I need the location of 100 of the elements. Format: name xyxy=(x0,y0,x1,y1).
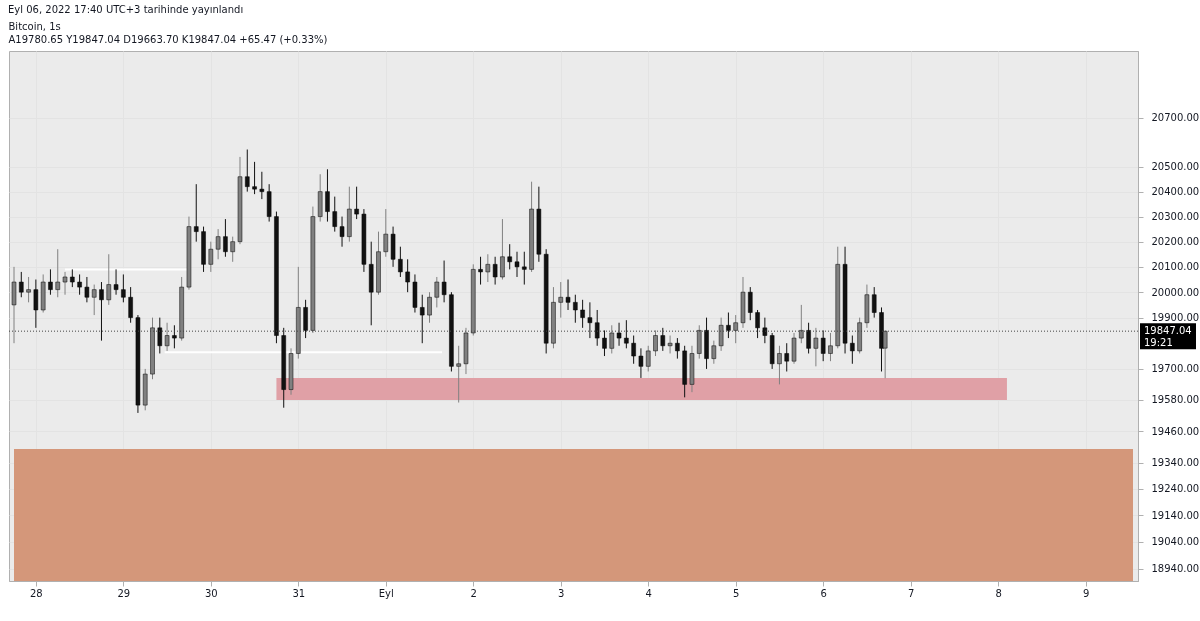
text: 19:21 xyxy=(1144,337,1173,349)
candlestick xyxy=(580,299,585,329)
candlestick xyxy=(55,248,60,298)
chart-title: Bitcoin, 1s xyxy=(8,21,61,32)
y-tick-label: 19340.00 xyxy=(1151,457,1200,469)
candlestick xyxy=(405,258,410,293)
candlestick xyxy=(871,286,877,319)
candlestick xyxy=(157,317,163,354)
x-tick-label: 3 xyxy=(558,587,565,599)
candlestick xyxy=(675,337,680,360)
text: Eyl 06, 2022 17:40 UTC+3 tarihinde yayınlandı xyxy=(7,3,245,17)
candlestick xyxy=(172,324,177,349)
candlestick xyxy=(77,273,82,296)
y-tick-label: 19460.00 xyxy=(1151,425,1200,437)
y-tick-label: 19900.00 xyxy=(1151,312,1200,324)
candlestick xyxy=(354,186,359,220)
chart-subtitle: A19780.65 Y19847.04 D19663.70 K19847.04 +65.47 (+0.33%) xyxy=(8,34,328,45)
candlestick xyxy=(594,309,600,347)
x-tick-label: 30 xyxy=(204,587,218,599)
candlestick xyxy=(514,251,520,278)
candlestick xyxy=(427,291,432,324)
candlestick xyxy=(748,286,753,321)
candlestick xyxy=(91,284,97,316)
candlestick xyxy=(383,208,389,258)
y-tick-label: 20700.00 xyxy=(1151,112,1200,124)
y-tick-label: 20000.00 xyxy=(1151,286,1200,298)
y-tick-label: 19580.00 xyxy=(1151,394,1200,406)
candlestick xyxy=(755,309,760,339)
candlestick xyxy=(113,268,119,296)
candlestick xyxy=(99,281,104,342)
candlestick xyxy=(325,168,330,223)
candlestick xyxy=(638,347,644,379)
candlestick xyxy=(215,228,221,260)
candlestick xyxy=(667,335,673,354)
candlestick xyxy=(194,183,199,243)
y-tick-label: 20500.00 xyxy=(1151,161,1200,173)
candlestick xyxy=(631,335,636,365)
candlestick xyxy=(500,218,505,280)
x-tick-label: 4 xyxy=(645,587,652,599)
candlestick xyxy=(697,324,702,360)
x-tick-label: 8 xyxy=(995,587,1002,599)
candlestick xyxy=(84,276,90,303)
x-tick-label: 28 xyxy=(30,587,43,599)
candlestick xyxy=(609,324,615,354)
candlestick xyxy=(558,281,563,319)
y-tick-label: 20400.00 xyxy=(1151,186,1200,198)
candlestick xyxy=(813,327,819,367)
candlestick xyxy=(441,260,447,303)
candlestick xyxy=(19,271,24,298)
candlestick xyxy=(485,253,491,283)
candlestick xyxy=(223,218,228,258)
candlestick xyxy=(733,314,738,344)
candlestick xyxy=(784,342,789,372)
candlestick xyxy=(245,149,250,193)
candlestick xyxy=(339,216,345,248)
candlestick xyxy=(565,279,571,311)
candlestick xyxy=(653,329,658,357)
x-tick-label: 2 xyxy=(470,587,477,599)
x-tick-label: 7 xyxy=(907,587,915,599)
x-tick-label: 5 xyxy=(733,587,740,599)
candlestick xyxy=(507,243,512,270)
candlestick xyxy=(828,332,833,362)
candlestick xyxy=(419,294,425,344)
candlestick xyxy=(624,319,629,349)
candlestick xyxy=(11,266,17,344)
y-tick-label: 19040.00 xyxy=(1151,536,1200,548)
candlestick xyxy=(806,322,811,354)
candlestick xyxy=(492,256,498,286)
y-tick-label: 20200.00 xyxy=(1151,236,1200,248)
candlestick xyxy=(522,251,527,286)
candlestick xyxy=(711,340,717,365)
x-tick-label: 6 xyxy=(820,587,827,599)
candlestick xyxy=(252,161,257,195)
candlestick xyxy=(456,345,461,404)
candlestick xyxy=(602,329,607,357)
y-tick-label: 18940.00 xyxy=(1151,563,1200,575)
candlestick xyxy=(128,286,133,324)
candlestick xyxy=(478,256,483,286)
candlestick xyxy=(587,301,593,339)
candlestick xyxy=(208,241,214,273)
candlestick xyxy=(791,332,797,365)
ref-line-label: 19847.04 xyxy=(1144,325,1192,337)
candlestick xyxy=(616,322,622,347)
candlestick xyxy=(26,276,31,303)
candlestick xyxy=(106,253,112,306)
candlestick xyxy=(726,312,731,339)
candlestick xyxy=(164,322,170,352)
candlestick xyxy=(33,279,39,329)
candlestick xyxy=(718,317,724,352)
candlestick xyxy=(332,196,338,233)
y-tick-label: 20300.00 xyxy=(1151,211,1200,223)
candlestick xyxy=(303,299,308,339)
candlestick xyxy=(398,246,403,278)
candlestick xyxy=(573,294,578,324)
x-tick-label: Eyl xyxy=(378,587,394,599)
candlestick xyxy=(660,327,666,352)
candlestick xyxy=(850,335,855,365)
candlestick xyxy=(820,329,826,362)
candlestick xyxy=(777,345,782,385)
y-tick-label: 20100.00 xyxy=(1151,261,1200,273)
